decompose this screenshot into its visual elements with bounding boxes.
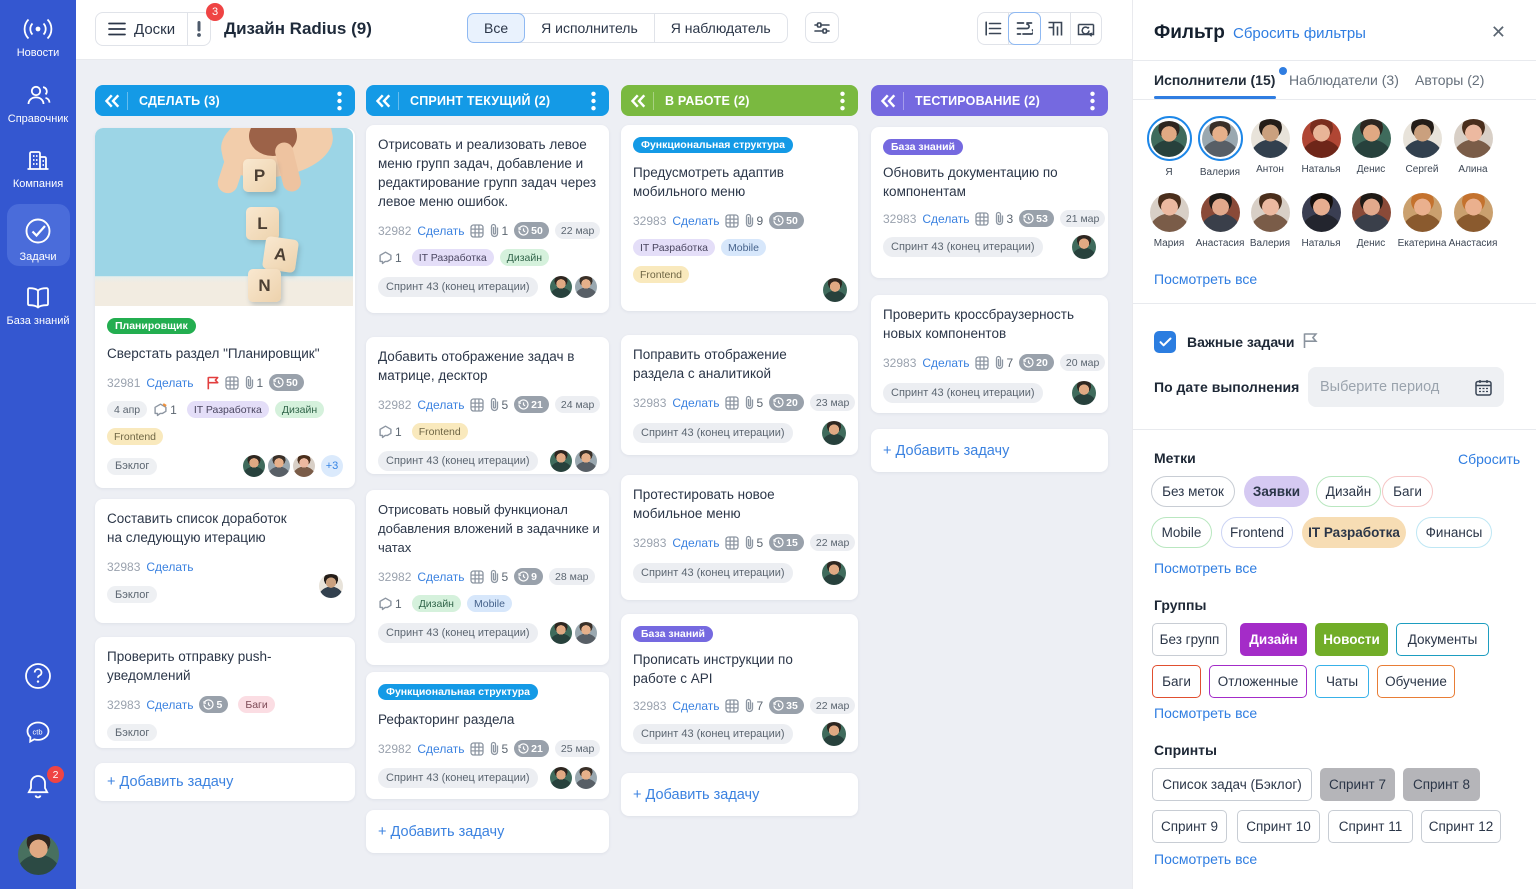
svg-text:ctb: ctb xyxy=(33,728,43,737)
